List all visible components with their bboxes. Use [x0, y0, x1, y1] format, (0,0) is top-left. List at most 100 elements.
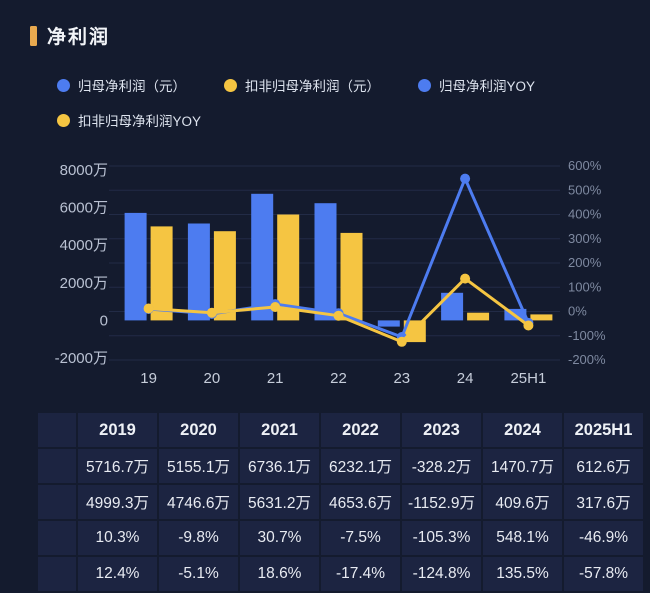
table-row-net-profit: 5716.7万 5155.1万 6736.1万 6232.1万 -328.2万 …	[38, 449, 643, 483]
chart-legend: 归母净利润（元） 扣非归母净利润（元） 归母净利润YOY 扣非归母净利润YOY	[0, 49, 650, 130]
table-cell: 317.6万	[564, 485, 643, 519]
table-cell: -105.3%	[402, 521, 481, 555]
table-cell: 612.6万	[564, 449, 643, 483]
x-axis-label: 21	[267, 370, 284, 387]
net-profit-combo-chart: 8000万 6000万 4000万 2000万 0 -2000万 600% 500% 400% 3…	[55, 158, 606, 387]
x-axis-label: 25H1	[510, 370, 546, 387]
yoy-point-20[interactable]	[206, 307, 217, 318]
bar-19[interactable]	[150, 226, 173, 321]
bar-20[interactable]	[187, 223, 210, 321]
table-cell: 10.3%	[78, 521, 157, 555]
x-axis-label: 23	[393, 370, 410, 387]
x-axis-label: 24	[457, 370, 474, 387]
table-header-row: 2019 2020 2021 2022 2023 2024 2025H1	[38, 413, 643, 447]
series-dot-cell	[38, 521, 76, 555]
table-cell: 5155.1万	[159, 449, 238, 483]
legend-label: 归母净利润YOY	[439, 79, 536, 94]
right-axis-tick-label: 100%	[568, 279, 602, 294]
legend-item-net-profit[interactable]: 归母净利润（元）	[57, 75, 186, 95]
table-header-year: 2022	[321, 413, 400, 447]
series-dot-cell	[38, 449, 76, 483]
legend-item-deducted-net-profit-yoy[interactable]: 扣非归母净利润YOY	[57, 110, 201, 130]
section-header: 净利润	[0, 0, 650, 49]
table-header-year: 2019	[78, 413, 157, 447]
table-cell: -46.9%	[564, 521, 643, 555]
yoy-point-22[interactable]	[333, 310, 344, 321]
table-cell: -5.1%	[159, 557, 238, 591]
x-axis-label: 19	[140, 370, 157, 387]
table-cell: 409.6万	[483, 485, 562, 519]
legend-marker-icon	[224, 78, 237, 92]
yoy-point-19[interactable]	[143, 303, 154, 314]
yoy-point-23[interactable]	[396, 336, 407, 347]
legend-marker-icon	[57, 113, 70, 127]
table-cell: 18.6%	[240, 557, 319, 591]
table-cell: -124.8%	[402, 557, 481, 591]
bar-21[interactable]	[251, 193, 274, 321]
table-header-year: 2025H1	[564, 413, 643, 447]
table-row-net-profit-yoy: 10.3% -9.8% 30.7% -7.5% -105.3% 548.1% -…	[38, 521, 643, 555]
table-corner-cell	[38, 413, 76, 447]
table-header-year: 2020	[159, 413, 238, 447]
right-axis-tick-label: 600%	[568, 158, 602, 173]
bar-24[interactable]	[467, 312, 490, 321]
right-axis-tick-label: 500%	[568, 182, 602, 197]
table-cell: 4999.3万	[78, 485, 157, 519]
right-axis-tick-label: 0%	[568, 304, 587, 319]
left-axis-tick-label: 0	[100, 312, 108, 329]
bar-23[interactable]	[403, 320, 426, 343]
table-cell: 5631.2万	[240, 485, 319, 519]
table-cell: 12.4%	[78, 557, 157, 591]
table-header-year: 2023	[402, 413, 481, 447]
bar-21[interactable]	[277, 214, 300, 321]
table-row-deducted-net-profit: 4999.3万 4746.6万 5631.2万 4653.6万 -1152.9万…	[38, 485, 643, 519]
bar-22[interactable]	[314, 203, 337, 321]
series-dot-cell	[38, 485, 76, 519]
x-axis-label: 20	[204, 370, 221, 387]
table-row-deducted-net-profit-yoy: 12.4% -5.1% 18.6% -17.4% -124.8% 135.5% …	[38, 557, 643, 591]
table-cell: 4653.6万	[321, 485, 400, 519]
table-cell: 6232.1万	[321, 449, 400, 483]
bar-20[interactable]	[213, 231, 236, 321]
table-cell: 4746.6万	[159, 485, 238, 519]
x-axis-label: 22	[330, 370, 347, 387]
yoy-point-25H1[interactable]	[523, 320, 534, 331]
legend-marker-icon	[418, 78, 431, 92]
right-axis-tick-label: -200%	[568, 352, 606, 367]
legend-label: 扣非归母净利润（元）	[245, 79, 380, 94]
table-cell: -1152.9万	[402, 485, 481, 519]
table-cell: -328.2万	[402, 449, 481, 483]
net-profit-data-table: 2019 2020 2021 2022 2023 2024 2025H1 571…	[36, 411, 645, 593]
table-cell: 6736.1万	[240, 449, 319, 483]
yoy-point-24[interactable]	[460, 273, 471, 284]
page-title: 净利润	[47, 27, 111, 48]
left-axis-tick-label: 8000万	[60, 162, 108, 179]
table-cell: -17.4%	[321, 557, 400, 591]
bar-23[interactable]	[377, 320, 400, 327]
legend-item-net-profit-yoy[interactable]: 归母净利润YOY	[418, 75, 535, 95]
right-axis-tick-label: 400%	[568, 207, 602, 222]
right-axis-tick-label: -100%	[568, 328, 606, 343]
right-axis-tick-label: 300%	[568, 231, 602, 246]
legend-label: 归母净利润（元）	[78, 79, 186, 94]
table-cell: 30.7%	[240, 521, 319, 555]
left-axis-tick-label: 2000万	[60, 275, 108, 292]
table-cell: -7.5%	[321, 521, 400, 555]
table-cell: 1470.7万	[483, 449, 562, 483]
left-axis-tick-label: 4000万	[60, 237, 108, 254]
right-axis-tick-label: 200%	[568, 255, 602, 270]
legend-item-deducted-net-profit[interactable]: 扣非归母净利润（元）	[224, 75, 380, 95]
table-cell: 548.1%	[483, 521, 562, 555]
yoy-point-21[interactable]	[270, 302, 281, 312]
table-cell: 135.5%	[483, 557, 562, 591]
bar-19[interactable]	[124, 212, 147, 321]
table-cell: 5716.7万	[78, 449, 157, 483]
series-dot-cell	[38, 557, 76, 591]
yoy-point-24[interactable]	[460, 173, 471, 184]
bar-25H1[interactable]	[530, 314, 553, 321]
bar-24[interactable]	[441, 292, 464, 321]
bar-22[interactable]	[340, 232, 363, 321]
table-header-year: 2024	[483, 413, 562, 447]
legend-marker-icon	[57, 78, 70, 92]
